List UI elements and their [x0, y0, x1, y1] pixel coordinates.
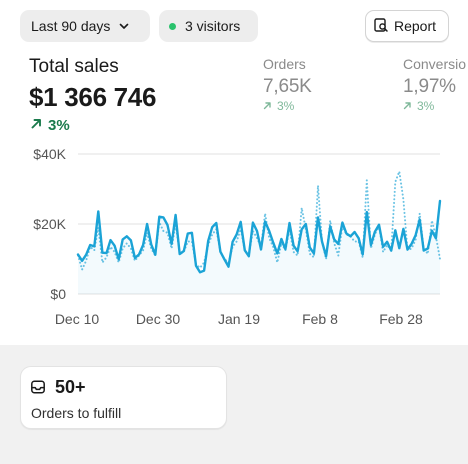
- orders-value: 7,65K: [263, 76, 312, 97]
- conversion-value: 1,97%: [403, 76, 456, 97]
- conversion-metric[interactable]: Conversio 1,97% 3%: [403, 56, 466, 113]
- arrow-up-right-icon: [403, 99, 417, 113]
- total-sales-change: 3%: [30, 117, 70, 134]
- chevron-down-icon: [118, 20, 130, 32]
- y-tick-label: $40K: [33, 146, 66, 162]
- visitors-button[interactable]: 3 visitors: [159, 10, 258, 42]
- orders-change-value: 3%: [277, 99, 295, 113]
- current-series-line: [76, 199, 442, 274]
- bottom-panel: 50+ Orders to fulfill: [0, 345, 468, 464]
- total-sales-value: $1 366 746: [29, 82, 157, 112]
- orders-change: 3%: [263, 99, 312, 113]
- conversion-change: 3%: [403, 99, 466, 113]
- report-search-icon: [373, 17, 394, 36]
- report-button[interactable]: Report: [365, 10, 449, 42]
- inbox-icon: [30, 379, 46, 400]
- orders-metric[interactable]: Orders 7,65K 3%: [263, 56, 312, 113]
- orders-to-fulfill-count: 50+: [55, 377, 86, 397]
- total-sales-label: Total sales: [29, 56, 119, 77]
- x-tick-label: Feb 28: [379, 311, 423, 327]
- orders-to-fulfill-card[interactable]: 50+ Orders to fulfill: [20, 366, 227, 429]
- x-axis-ticks: Dec 10 Dec 30 Jan 19 Feb 8 Feb 28: [55, 311, 423, 327]
- y-axis-ticks: $0 $20K $40K: [33, 146, 66, 302]
- y-tick-label: $0: [50, 286, 66, 302]
- arrow-up-right-icon: [30, 117, 48, 134]
- date-range-label: Last 90 days: [31, 18, 111, 34]
- arrow-up-right-icon: [263, 99, 277, 113]
- conversion-change-value: 3%: [417, 99, 435, 113]
- series-area: [78, 200, 440, 294]
- visitors-label: 3 visitors: [185, 18, 241, 34]
- x-tick-label: Dec 30: [136, 311, 181, 327]
- live-dot-icon: [169, 22, 176, 30]
- x-tick-label: Dec 10: [55, 311, 100, 327]
- chart-series: [76, 170, 442, 294]
- total-sales-change-value: 3%: [48, 117, 70, 134]
- conversion-label: Conversio: [403, 56, 467, 72]
- date-range-button[interactable]: Last 90 days: [20, 10, 150, 42]
- y-tick-label: $20K: [33, 216, 66, 232]
- report-label: Report: [394, 18, 437, 34]
- orders-label: Orders: [263, 56, 306, 72]
- toolbar: Last 90 days 3 visitors Report: [20, 10, 468, 42]
- orders-to-fulfill-label: Orders to fulfill: [31, 405, 122, 421]
- x-tick-label: Jan 19: [218, 311, 260, 327]
- total-sales-chart[interactable]: $0 $20K $40K Dec 10 Dec 30 Jan 19 Feb 8 Feb 28: [0, 140, 468, 340]
- x-tick-label: Feb 8: [302, 311, 338, 327]
